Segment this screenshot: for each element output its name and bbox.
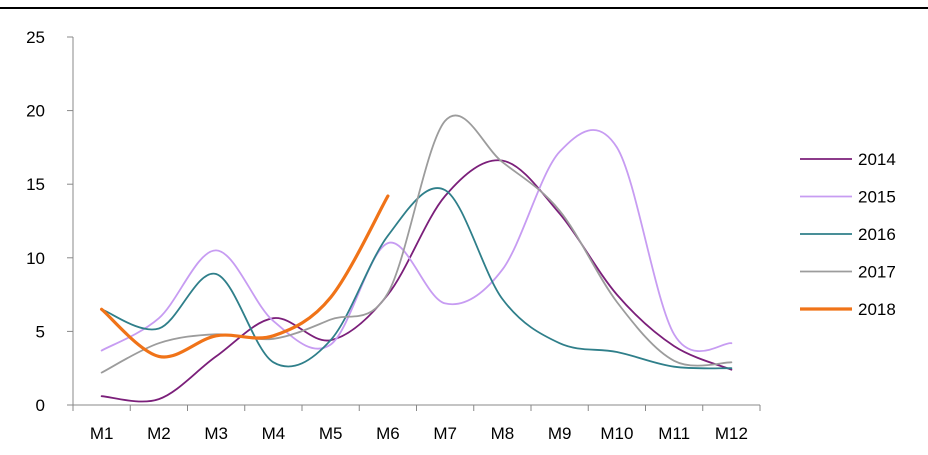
x-tick-label: M11	[658, 424, 690, 443]
x-tick-label: M7	[433, 424, 457, 443]
legend: 2014 2015 2016 2017 2018	[800, 150, 896, 319]
x-tick-label: M4	[262, 424, 286, 443]
top-border-line	[0, 7, 928, 9]
series-line-2018	[100, 194, 390, 359]
series-line-2014	[100, 159, 733, 403]
x-tick-label: M5	[319, 424, 343, 443]
axes: 0 5 10 15 20 25 M1 M2 M3 M4 M5 M6 M7 M8 M9 M10 M11 M12	[26, 28, 761, 443]
x-tick-label: M9	[548, 424, 572, 443]
series-line-2015	[100, 129, 733, 353]
y-tick-label: 10	[26, 249, 45, 268]
x-tick-label: M12	[715, 424, 748, 443]
series-line-2016	[100, 187, 733, 370]
x-tick-label: M6	[376, 424, 400, 443]
x-tick-label: M10	[600, 424, 633, 443]
legend-label-2015: 2015	[858, 188, 896, 207]
y-tick-label: 5	[36, 322, 45, 341]
x-tick-label: M1	[90, 424, 114, 443]
y-tick-label: 0	[36, 396, 45, 415]
y-tick-label: 15	[26, 175, 45, 194]
y-tick-label: 25	[26, 28, 45, 47]
series-layer	[100, 114, 733, 403]
x-tick-label: M8	[491, 424, 515, 443]
legend-label-2017: 2017	[858, 263, 896, 282]
x-tick-label: M2	[147, 424, 171, 443]
legend-label-2016: 2016	[858, 225, 896, 244]
legend-label-2018: 2018	[858, 300, 896, 319]
y-tick-label: 20	[26, 102, 45, 121]
legend-label-2014: 2014	[858, 150, 896, 169]
x-tick-label: M3	[204, 424, 228, 443]
